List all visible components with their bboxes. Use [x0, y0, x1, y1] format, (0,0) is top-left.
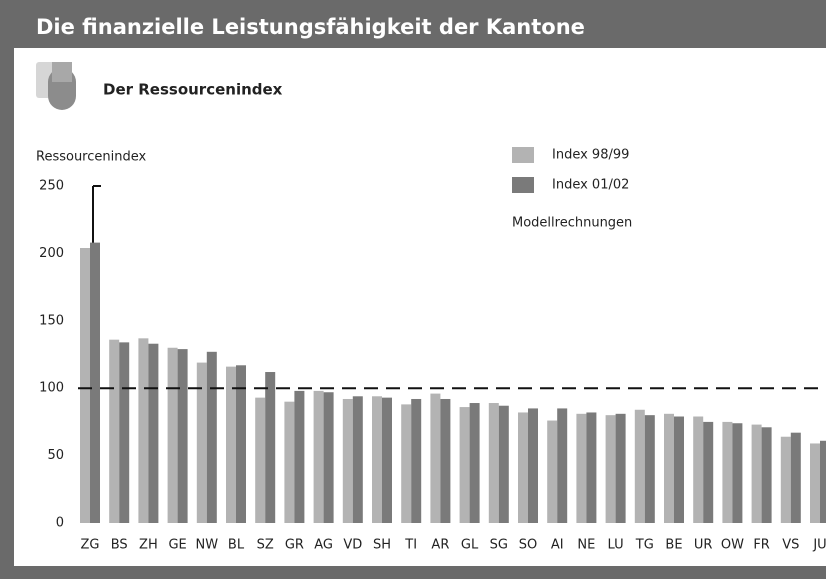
bar: [761, 427, 772, 523]
bar: [236, 365, 246, 523]
x-tick-label: LU: [608, 538, 624, 553]
x-tick-label: BL: [228, 538, 245, 553]
bar: [644, 415, 655, 523]
bar: [382, 397, 392, 523]
x-tick-label: SZ: [257, 538, 274, 553]
bar: [790, 432, 801, 523]
bar: [518, 412, 528, 523]
x-tick-label: TI: [404, 538, 417, 553]
x-tick-label: AI: [551, 538, 564, 553]
bar: [148, 343, 159, 523]
x-tick-label: AG: [314, 538, 333, 553]
x-tick-label: FR: [753, 538, 770, 553]
bar: [576, 413, 587, 523]
bar: [313, 390, 324, 523]
bar: [810, 443, 820, 523]
x-tick-label: NW: [196, 538, 219, 553]
bar: [780, 436, 791, 523]
legend-label: Index 98/99: [552, 148, 629, 163]
bar: [732, 423, 743, 523]
x-tick-label: TG: [635, 538, 654, 553]
x-tick-label: UR: [694, 538, 713, 553]
bar: [411, 398, 422, 523]
subtitle: Der Ressourcenindex: [103, 81, 283, 99]
y-tick-label: 200: [39, 246, 64, 261]
y-tick-label: 150: [39, 313, 64, 328]
bar: [586, 412, 597, 523]
y-tick-label: 100: [39, 381, 64, 396]
y-axis-label: Ressourcenindex: [36, 150, 147, 165]
bar: [177, 349, 188, 523]
bar: [226, 366, 236, 523]
bar: [401, 404, 412, 523]
bar: [547, 420, 558, 523]
y-tick-label: 50: [47, 448, 64, 463]
x-tick-label: GL: [461, 538, 479, 553]
legend-swatch: [512, 177, 534, 193]
bar: [372, 396, 382, 523]
bar: [167, 347, 178, 523]
bar: [722, 421, 733, 523]
logo: [36, 62, 76, 110]
bar: [109, 339, 120, 523]
bar: [820, 440, 826, 523]
annotation: Modellrechnungen: [512, 216, 632, 231]
x-tick-label: AR: [431, 538, 449, 553]
bar: [664, 413, 674, 523]
bar: [488, 403, 499, 523]
bar: [751, 424, 762, 523]
bar: [255, 397, 266, 523]
x-tick-label: OW: [721, 538, 744, 553]
bar: [557, 408, 568, 523]
chart-title: Die finanzielle Leistungsfähigkeit der K…: [36, 15, 585, 39]
bar: [342, 398, 353, 523]
bar: [459, 407, 470, 523]
y-tick-label: 250: [39, 179, 64, 194]
y-tick-label: 0: [56, 516, 64, 531]
bar: [138, 338, 149, 523]
bar: [323, 392, 334, 523]
bar: [528, 408, 538, 523]
x-tick-label: SO: [519, 538, 537, 553]
legend-swatch: [512, 147, 534, 163]
x-tick-label: SH: [373, 538, 391, 553]
bar: [634, 409, 645, 523]
bar: [90, 242, 100, 523]
legend-label: Index 01/02: [552, 178, 629, 193]
x-tick-label: ZH: [139, 538, 158, 553]
bar: [119, 342, 130, 523]
bar: [206, 351, 217, 523]
bar: [265, 372, 276, 523]
bar: [605, 415, 616, 523]
x-tick-label: BE: [665, 538, 682, 553]
bar: [703, 421, 714, 523]
bar: [352, 396, 363, 523]
x-tick-label: JU: [812, 538, 826, 553]
x-tick-label: GE: [168, 538, 186, 553]
bar: [693, 416, 704, 523]
bar: [430, 393, 441, 523]
bar: [80, 248, 90, 523]
x-tick-label: BS: [111, 538, 128, 553]
bar: [498, 405, 509, 523]
bar: [615, 413, 626, 523]
x-tick-label: ZG: [81, 538, 100, 553]
x-tick-label: NE: [577, 538, 595, 553]
x-tick-label: GR: [285, 538, 304, 553]
bar: [294, 390, 305, 523]
x-tick-label: VS: [782, 538, 799, 553]
x-tick-label: SG: [490, 538, 508, 553]
bar: [674, 416, 684, 523]
bar: [284, 401, 295, 523]
x-tick-label: VD: [343, 538, 362, 553]
bar: [196, 362, 207, 523]
bar: [469, 403, 480, 523]
bar: [440, 398, 451, 523]
